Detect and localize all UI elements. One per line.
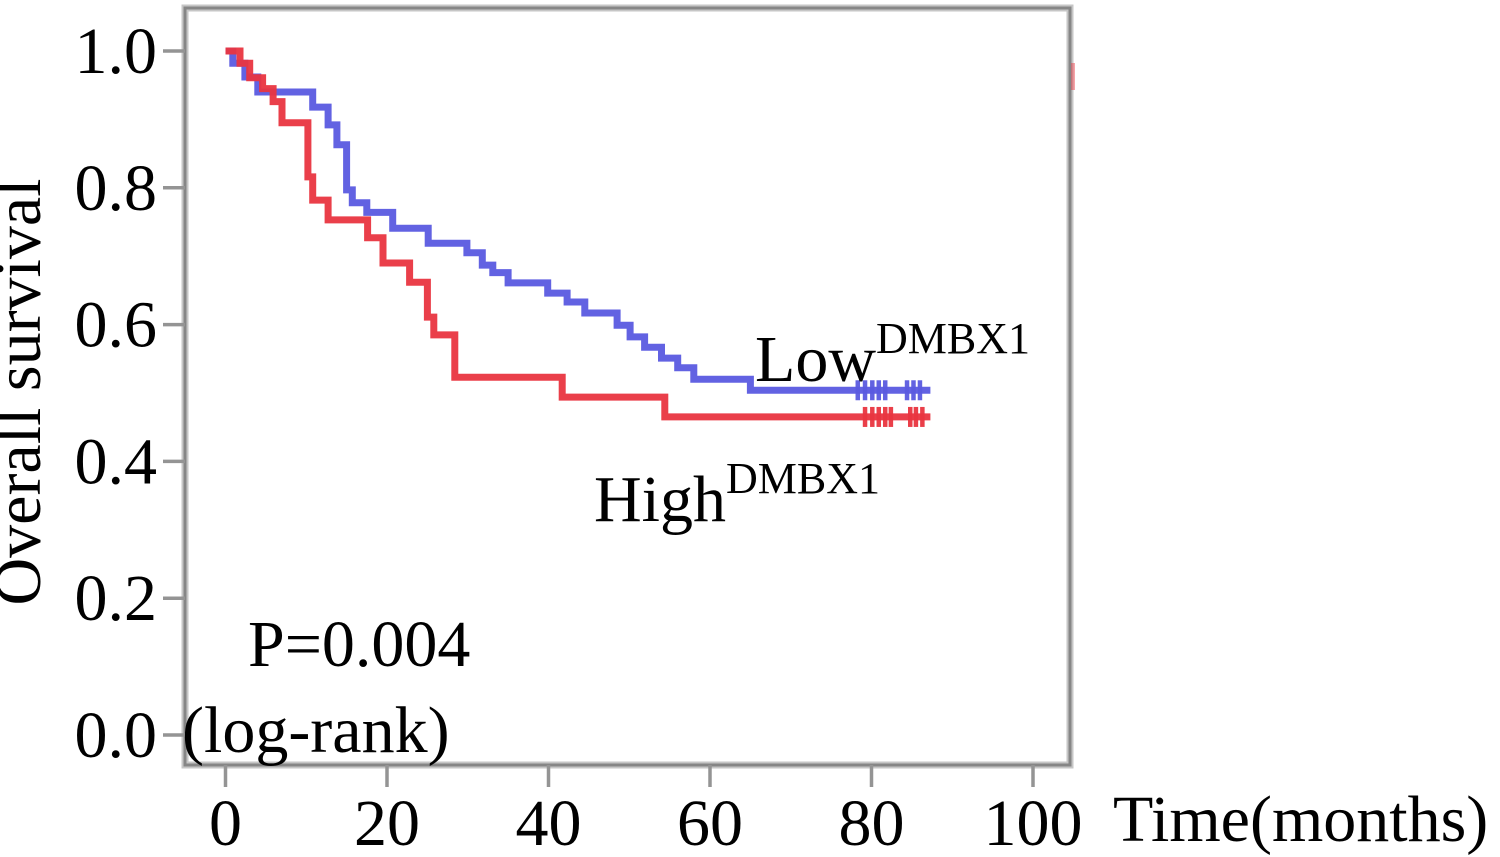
survival-curve-high <box>225 47 931 421</box>
y-tick-label: 0.4 <box>75 425 158 498</box>
series-label-high-base: High <box>594 463 726 536</box>
x-tick-label: 80 <box>839 787 905 857</box>
series-label-high: HighDMBX1 <box>594 454 880 536</box>
y-tick-label: 0.6 <box>75 289 158 362</box>
survival-curve-low <box>225 47 931 394</box>
y-tick-label: 1.0 <box>75 15 158 88</box>
x-axis-title: Time(months) <box>1113 783 1488 856</box>
x-tick-label: 20 <box>354 787 420 857</box>
y-tick-label: 0.8 <box>75 152 158 225</box>
y-tick-label: 0.2 <box>75 562 158 635</box>
y-axis-title: Overall survival <box>0 178 55 605</box>
x-tick-label: 40 <box>516 787 582 857</box>
x-tick-label: 60 <box>677 787 743 857</box>
y-tick-label: 0.0 <box>75 699 158 772</box>
series-label-low-sup: DMBX1 <box>876 314 1030 363</box>
x-tick-label: 100 <box>984 787 1083 857</box>
series-label-high-sup: DMBX1 <box>726 454 880 503</box>
axis-ticks-group: 0 20 40 60 80 100 0.0 0.2 0.4 0.6 0.8 1.0 <box>75 15 1083 857</box>
x-tick-label: 0 <box>209 787 242 857</box>
series-label-low-base: Low <box>755 323 876 396</box>
logrank-text: (log-rank) <box>182 694 450 767</box>
pvalue-text: P=0.004 <box>248 608 470 681</box>
plot-frame <box>183 6 1072 767</box>
curves-group <box>225 47 1075 427</box>
series-label-low: LowDMBX1 <box>755 314 1030 396</box>
